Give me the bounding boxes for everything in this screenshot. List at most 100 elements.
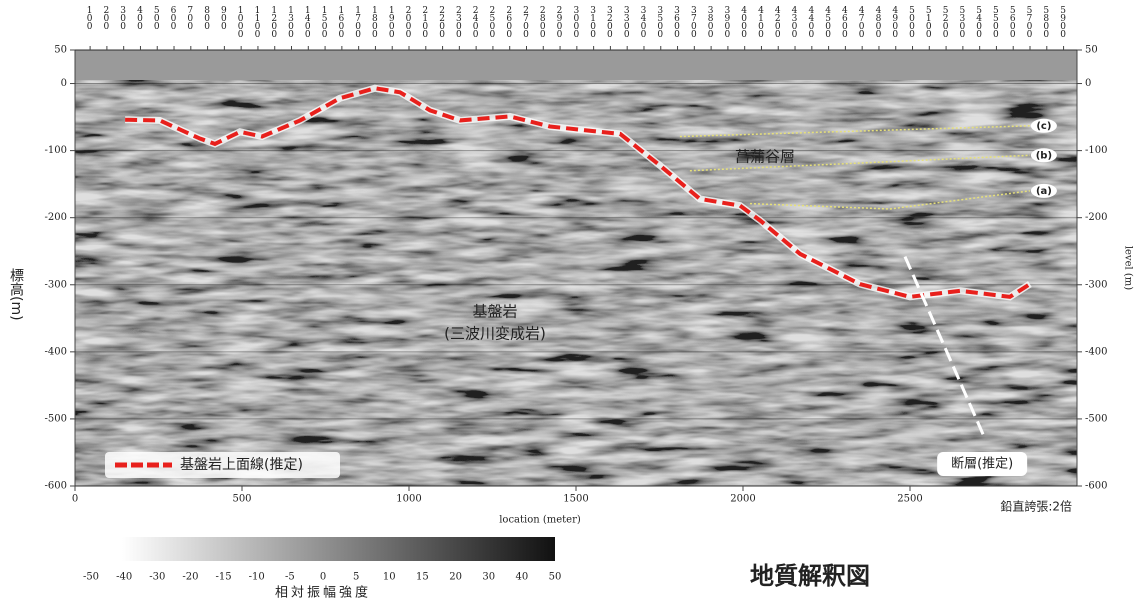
x2-tick-label: 2800: [538, 6, 548, 38]
colorbar-tick-label: 15: [416, 572, 429, 583]
y-tick-label: -600: [45, 481, 67, 492]
x2-tick-label: 3300: [622, 6, 632, 38]
x2-tick-label: 5100: [924, 6, 934, 38]
x2-tick-label: 4600: [840, 6, 850, 38]
x2-tick-label: 2000: [404, 6, 414, 38]
x2-tick-label: 1200: [269, 6, 279, 38]
colorbar-tick-label: -15: [216, 572, 232, 583]
x2-tick-label: 2500: [487, 6, 497, 38]
x2-tick-label: 4000: [739, 6, 749, 38]
colorbar-tick-label: 0: [320, 572, 326, 583]
colorbar-tick-label: 50: [549, 572, 562, 583]
x2-tick-label: 400: [135, 6, 145, 30]
x2-tick-label: 900: [219, 6, 229, 30]
x2-tick-label: 4900: [890, 6, 900, 38]
chart-title: 地質解釈図: [750, 562, 870, 590]
colorbar-tick-label: 5: [353, 572, 359, 583]
x2-tick-label: 2700: [521, 6, 531, 38]
y2-tick-label: 50: [1085, 45, 1098, 56]
x2-tick-label: 5700: [1025, 6, 1035, 38]
colorbar-tick-label: 40: [515, 572, 528, 583]
x2-tick-label: 4700: [857, 6, 867, 38]
x2-tick-label: 5900: [1058, 6, 1068, 38]
x2-tick-label: 4500: [823, 6, 833, 38]
x-tick-label: 0: [72, 494, 78, 505]
colorbar-tick-label: -20: [182, 572, 198, 583]
y-tick-label: -300: [45, 279, 67, 290]
colorbar-tick-label: -50: [83, 572, 99, 583]
colorbar-tick-label: 10: [383, 572, 396, 583]
y-axis-label: 標高(m): [8, 268, 24, 321]
x2-tick-label: 700: [185, 6, 195, 30]
colorbar-tick-label: 20: [449, 572, 462, 583]
x2-tick-label: 4100: [756, 6, 766, 38]
x2-tick-label: 2600: [504, 6, 514, 38]
colorbar-tick-label: 30: [482, 572, 495, 583]
x2-tick-label: 3400: [638, 6, 648, 38]
x2-tick-label: 5800: [1041, 6, 1051, 38]
x2-tick-label: 2100: [420, 6, 430, 38]
x2-tick-label: 3100: [588, 6, 598, 38]
section-tint: [75, 50, 1077, 486]
y2-tick-label: -300: [1085, 279, 1107, 290]
y2-tick-label: 0: [1085, 78, 1091, 89]
chart: location (meter) 標高(m) level (m) 基盤岩 (三波…: [0, 0, 1141, 605]
x2-tick-label: 200: [101, 6, 111, 30]
colorbar-tick-label: -10: [249, 572, 265, 583]
y-tick-label: -500: [45, 413, 67, 424]
y2-tick-label: -200: [1085, 212, 1107, 223]
x2-tick-label: 5600: [1008, 6, 1018, 38]
y2-tick-label: -500: [1085, 413, 1107, 424]
horizon-label: (b): [1036, 150, 1052, 161]
y-tick-label: -400: [45, 346, 67, 357]
x2-tick-label: 3800: [706, 6, 716, 38]
x2-tick-label: 2400: [471, 6, 481, 38]
y2-tick-label: -400: [1085, 346, 1107, 357]
x-tick-label: 2000: [730, 494, 755, 505]
x2-tick-label: 3000: [571, 6, 581, 38]
top-band: [75, 50, 1077, 80]
legend-label: 基盤岩上面線(推定): [180, 456, 303, 473]
x2-tick-label: 3900: [722, 6, 732, 38]
x2-tick-label: 1800: [370, 6, 380, 38]
x2-tick-label: 3200: [605, 6, 615, 38]
x2-tick-label: 5200: [941, 6, 951, 38]
x2-tick-label: 4800: [873, 6, 883, 38]
x2-tick-label: 3600: [672, 6, 682, 38]
x2-tick-label: 1700: [353, 6, 363, 38]
y-tick-label: -200: [45, 212, 67, 223]
horizon-label: (c): [1036, 121, 1051, 132]
y2-tick-label: -600: [1085, 481, 1107, 492]
x2-tick-label: 1500: [320, 6, 330, 38]
x2-tick-label: 1400: [303, 6, 313, 38]
x2-tick-label: 2200: [437, 6, 447, 38]
colorbar-tick-label: -30: [149, 572, 165, 583]
colorbar-tick-label: -40: [116, 572, 132, 583]
x2-tick-label: 600: [169, 6, 179, 30]
y-tick-label: -100: [45, 145, 67, 156]
colorbar: [122, 537, 555, 561]
y2-axis-label: level (m): [1123, 246, 1134, 290]
x2-tick-label: 1300: [286, 6, 296, 38]
x-tick-label: 1000: [396, 494, 421, 505]
bedrock-note: (三波川変成岩): [444, 325, 546, 343]
x2-tick-label: 5500: [991, 6, 1001, 38]
x-tick-label: 2500: [897, 494, 922, 505]
y2-tick-label: -100: [1085, 145, 1107, 156]
colorbar-tick-label: -5: [285, 572, 295, 583]
x2-tick-label: 800: [202, 6, 212, 30]
horizon-label: (a): [1036, 186, 1052, 197]
fault-label: 断層(推定): [951, 457, 1013, 472]
x2-tick-label: 3500: [655, 6, 665, 38]
y-tick-label: 50: [54, 45, 67, 56]
x2-tick-label: 1600: [336, 6, 346, 38]
x2-tick-label: 1000: [236, 6, 246, 38]
x-tick-label: 500: [232, 494, 251, 505]
x2-tick-label: 4300: [790, 6, 800, 38]
x2-tick-label: 5300: [957, 6, 967, 38]
x2-tick-label: 4400: [806, 6, 816, 38]
x2-tick-label: 5400: [974, 6, 984, 38]
x2-tick-label: 3700: [689, 6, 699, 38]
exaggeration-note: 鉛直誇張:2倍: [1000, 499, 1072, 514]
colorbar-title: 相対振幅強度: [275, 585, 371, 601]
